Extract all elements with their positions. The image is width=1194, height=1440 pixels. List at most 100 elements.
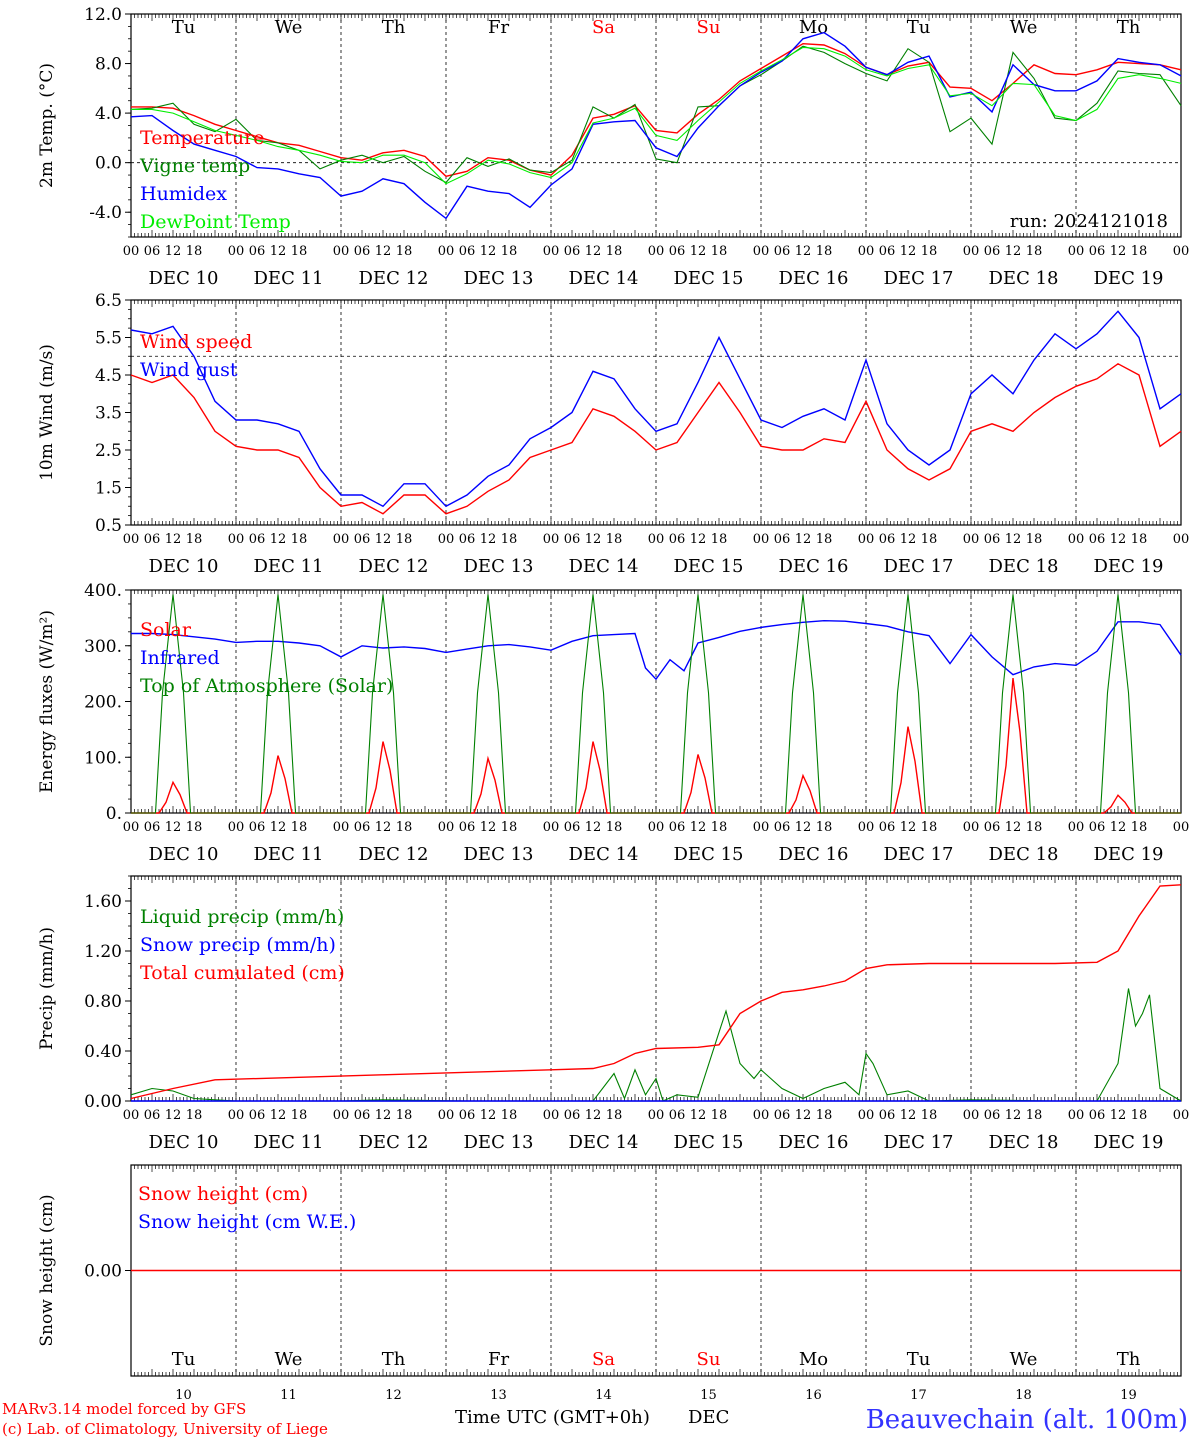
- hour-tick-label: 00: [648, 532, 665, 547]
- legend-entry: Temperature: [140, 127, 264, 149]
- date-label: DEC 17: [884, 556, 954, 577]
- legend-entry: Humidex: [140, 183, 227, 205]
- y-tick-label: 12.0: [84, 5, 122, 25]
- hour-tick-label: 00: [1173, 532, 1190, 547]
- hour-tick-label: 00: [963, 532, 980, 547]
- legend-entry: Snow precip (mm/h): [140, 934, 336, 956]
- hour-tick-label: 06: [774, 244, 791, 259]
- hour-tick-label: 06: [669, 532, 686, 547]
- date-label: DEC 11: [254, 844, 324, 865]
- hour-tick-label: 18: [921, 820, 938, 835]
- hour-tick-label: 00: [543, 244, 560, 259]
- hour-tick-label: 12: [1005, 1108, 1022, 1123]
- hour-tick-label: 00: [543, 820, 560, 835]
- hour-tick-label: 12: [375, 244, 392, 259]
- y-tick-label: 0.: [106, 804, 122, 824]
- hour-tick-label: 18: [816, 1108, 833, 1123]
- date-label: DEC 14: [569, 268, 639, 289]
- date-label: DEC 19: [1094, 844, 1164, 865]
- y-tick-label: 100.: [84, 748, 122, 768]
- hour-tick-label: 00: [1173, 1108, 1190, 1123]
- hour-tick-label: 00: [963, 820, 980, 835]
- series-line-total-cumulated-cm-: [130, 884, 1182, 1100]
- date-label: DEC 15: [674, 556, 744, 577]
- hour-tick-label: 06: [459, 1108, 476, 1123]
- date-label: DEC 15: [674, 1132, 744, 1153]
- hour-tick-label: 18: [606, 820, 623, 835]
- hour-tick-label: 12: [690, 820, 707, 835]
- series-line-vigne-temp: [130, 45, 1182, 184]
- date-label: DEC 18: [989, 1132, 1059, 1153]
- hour-tick-label: 18: [816, 532, 833, 547]
- date-label: DEC 11: [254, 1132, 324, 1153]
- y-tick-label: 200.: [84, 693, 122, 713]
- hour-tick-label: 18: [186, 244, 203, 259]
- hour-tick-label: 12: [900, 820, 917, 835]
- day-number-label: 16: [805, 1388, 822, 1403]
- hour-tick-label: 00: [228, 820, 245, 835]
- y-tick-label: 0.5: [95, 516, 122, 536]
- hour-tick-label: 12: [795, 244, 812, 259]
- date-label: DEC 16: [779, 268, 849, 289]
- date-label: DEC 10: [149, 844, 219, 865]
- hour-tick-label: 00: [1068, 244, 1085, 259]
- hour-tick-label: 00: [438, 1108, 455, 1123]
- hour-tick-label: 00: [333, 1108, 350, 1123]
- run-label: run: 2024121018: [1010, 211, 1168, 232]
- station-name: Beauvechain (alt. 100m): [866, 1405, 1188, 1435]
- date-label: DEC 13: [464, 844, 534, 865]
- legend-entry: Top of Atmosphere (Solar): [140, 675, 393, 697]
- hour-tick-label: 00: [858, 244, 875, 259]
- hour-tick-label: 18: [1131, 1108, 1148, 1123]
- hour-tick-label: 06: [459, 244, 476, 259]
- hour-tick-label: 12: [480, 244, 497, 259]
- date-label: DEC 12: [359, 1132, 429, 1153]
- y-tick-label: 8.0: [95, 55, 122, 75]
- hour-tick-label: 12: [375, 532, 392, 547]
- hour-tick-label: 06: [564, 532, 581, 547]
- y-tick-label: 400.: [84, 581, 122, 601]
- hour-tick-label: 06: [984, 244, 1001, 259]
- weekday-label: Su: [697, 1349, 721, 1370]
- hour-tick-label: 12: [270, 820, 287, 835]
- hour-tick-label: 00: [438, 820, 455, 835]
- series-line-dewpoint-temp: [131, 46, 1182, 185]
- y-tick-label: 300.: [84, 637, 122, 657]
- day-number-label: 10: [175, 1388, 192, 1403]
- weekday-label: Fr: [488, 17, 509, 38]
- date-label: DEC 11: [254, 556, 324, 577]
- hour-tick-label: 12: [795, 820, 812, 835]
- hour-tick-label: 00: [753, 820, 770, 835]
- hour-tick-label: 00: [753, 244, 770, 259]
- hour-tick-label: 18: [711, 1108, 728, 1123]
- y-axis-label: Energy fluxes (W/m²): [37, 610, 57, 793]
- hour-tick-label: 00: [123, 244, 140, 259]
- legend-entry: Infrared: [140, 647, 220, 669]
- date-label: DEC 14: [569, 556, 639, 577]
- legend-entry: Wind speed: [140, 331, 252, 353]
- hour-tick-label: 00: [123, 1108, 140, 1123]
- date-label: DEC 15: [674, 844, 744, 865]
- hour-tick-label: 18: [186, 532, 203, 547]
- hour-tick-label: 18: [1131, 532, 1148, 547]
- y-tick-label: 0.0: [95, 154, 122, 174]
- hour-tick-label: 06: [144, 532, 161, 547]
- weekday-label: Th: [382, 1349, 406, 1370]
- y-tick-label: 4.0: [95, 104, 122, 124]
- date-label: DEC 13: [464, 1132, 534, 1153]
- hour-tick-label: 18: [396, 820, 413, 835]
- hour-tick-label: 18: [1026, 244, 1043, 259]
- hour-tick-label: 00: [753, 532, 770, 547]
- hour-tick-label: 00: [333, 532, 350, 547]
- weekday-label: Fr: [488, 1349, 509, 1370]
- day-number-label: 17: [910, 1388, 927, 1403]
- hour-tick-label: 00: [543, 1108, 560, 1123]
- hour-tick-label: 06: [144, 1108, 161, 1123]
- legend-entry: Total cumulated (cm): [140, 962, 345, 984]
- hour-tick-label: 06: [354, 820, 371, 835]
- hour-tick-label: 18: [501, 1108, 518, 1123]
- series-line-top-of-atmosphere-solar-: [131, 594, 1181, 814]
- hour-tick-label: 06: [669, 820, 686, 835]
- series-line-wind-speed: [130, 362, 1182, 515]
- hour-tick-label: 00: [228, 1108, 245, 1123]
